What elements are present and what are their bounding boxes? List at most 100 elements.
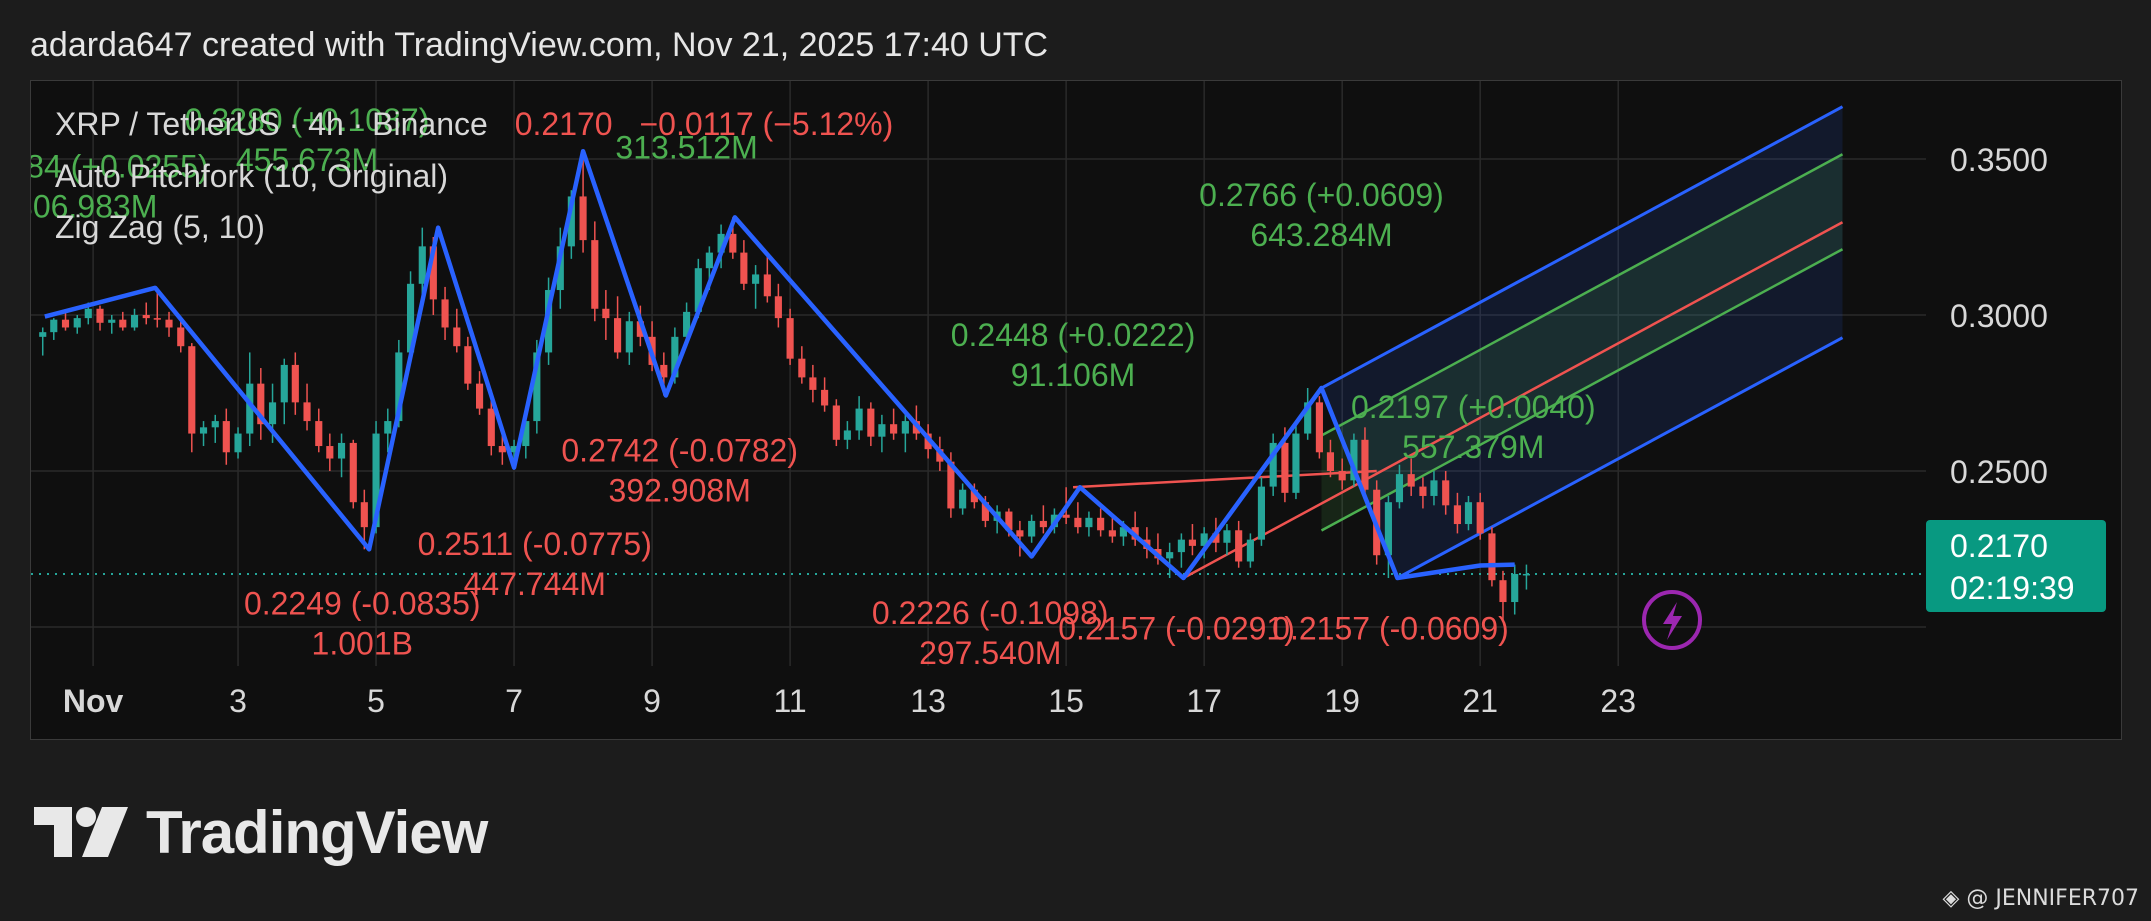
candle-body [326, 446, 334, 459]
pivot-label: 392.908M [609, 473, 751, 509]
candle-body [970, 489, 978, 503]
candle-body [545, 290, 553, 353]
candle-body [441, 299, 449, 328]
candle-body [39, 332, 47, 337]
candle-body [1338, 471, 1346, 481]
candle-body [395, 352, 403, 422]
candle-body [429, 246, 437, 300]
x-tick-label: Nov [63, 683, 124, 719]
candle-body [947, 461, 955, 509]
candle-body [959, 489, 967, 509]
candle-body [1442, 480, 1450, 506]
pivot-label: 0.2226 (-0.1098) [872, 595, 1109, 631]
x-tick-label: 23 [1600, 683, 1636, 719]
candle-body [280, 364, 288, 403]
candle-body [1062, 514, 1070, 518]
candle-body [1212, 533, 1220, 543]
legend-last: 0.2170 [514, 106, 613, 142]
candle-body [108, 319, 116, 323]
candle-body [464, 346, 472, 384]
candle-body [475, 383, 484, 409]
candle-body [1200, 533, 1208, 546]
candle-body [556, 246, 564, 291]
candle-body [1407, 474, 1415, 487]
candle-body [1108, 530, 1116, 537]
candle-body [809, 377, 817, 390]
candle-body [406, 283, 415, 353]
candle-body [349, 442, 357, 503]
candle-body [96, 308, 104, 323]
candle-body [798, 358, 806, 378]
pivot-label: 643.284M [1250, 217, 1392, 253]
candle-body [315, 421, 323, 447]
candle-body [774, 296, 782, 319]
symbol-title[interactable]: XRP / TetherUS · 4h · Binance [55, 106, 488, 142]
chart-panel[interactable] [30, 80, 2122, 740]
x-tick-label: 13 [910, 683, 946, 719]
candle-body [418, 246, 426, 284]
candle-body [867, 408, 875, 437]
candle-body [372, 433, 380, 528]
auto-pitchfork [1072, 105, 1844, 580]
bar-countdown: 02:19:39 [1950, 570, 2075, 606]
candle-body [717, 233, 725, 253]
candle-body [177, 327, 185, 347]
candle-body [843, 430, 851, 440]
x-tick-label: 21 [1462, 683, 1498, 719]
candle-body [50, 319, 58, 333]
candle-body [1488, 533, 1496, 581]
candle-body [257, 383, 265, 425]
chart-grid [31, 81, 1926, 666]
watermark: ◈ @ JENNIFER707 [1942, 886, 2139, 911]
pitchfork-inner-upper [1320, 153, 1844, 437]
candle-body [188, 346, 196, 434]
pivot-label: 0.3280 (+0.1087) [185, 102, 430, 138]
candle-body [303, 402, 311, 422]
candle-body [498, 446, 506, 453]
candle-body [1522, 573, 1531, 576]
candle-body [567, 196, 575, 247]
candle-body [1464, 502, 1473, 525]
legend-pitchfork[interactable]: Auto Pitchfork (10, Original) [55, 158, 449, 194]
candle-body [660, 364, 668, 378]
candle-body [1476, 502, 1484, 534]
candle-body [1430, 480, 1438, 496]
pivot-label: 0.2197 (+0.0040) [1351, 389, 1596, 425]
candle-body [1395, 474, 1404, 503]
pivot-labels: 0.3084 (+0.0255) 306.983M 0.3280 (+0.1087)… [31, 102, 1596, 666]
candle-body [936, 449, 944, 462]
candle-body [522, 421, 530, 447]
pitchfork-median [1182, 221, 1844, 580]
candle-body [533, 352, 541, 422]
candle-body [1419, 486, 1427, 496]
candle-body [1085, 517, 1093, 528]
candle-body [1166, 552, 1174, 559]
candle-body [1119, 527, 1127, 537]
candle-body [1350, 439, 1358, 481]
candle-body [855, 408, 863, 431]
candle-body [291, 364, 299, 403]
candle-body [1361, 439, 1369, 490]
candle-body [602, 308, 610, 319]
pivot-label: 557.379M [1402, 429, 1544, 465]
candle-body [1384, 502, 1392, 556]
candle-body [384, 421, 392, 434]
x-tick-label: 11 [773, 683, 806, 719]
candle-body [705, 252, 713, 269]
chart-snapshot-header: adarda647 created with TradingView.com, … [30, 26, 1049, 64]
pivot-label: 455.673M [236, 142, 378, 178]
candle-body [453, 327, 461, 347]
candle-body [268, 402, 277, 425]
pivot-label: 1.001B [312, 626, 413, 662]
candle-body [165, 319, 173, 328]
lightning-icon[interactable] [1642, 590, 1702, 650]
candle-body [153, 318, 161, 320]
candle-body [763, 274, 771, 297]
x-tick-label: 9 [643, 683, 661, 719]
legend-zigzag[interactable]: Zig Zag (5, 10) [55, 209, 265, 245]
candle-body [890, 424, 898, 434]
candle-body [683, 311, 691, 337]
candle-body [1039, 520, 1047, 528]
prior-fork-median [1072, 469, 1377, 489]
